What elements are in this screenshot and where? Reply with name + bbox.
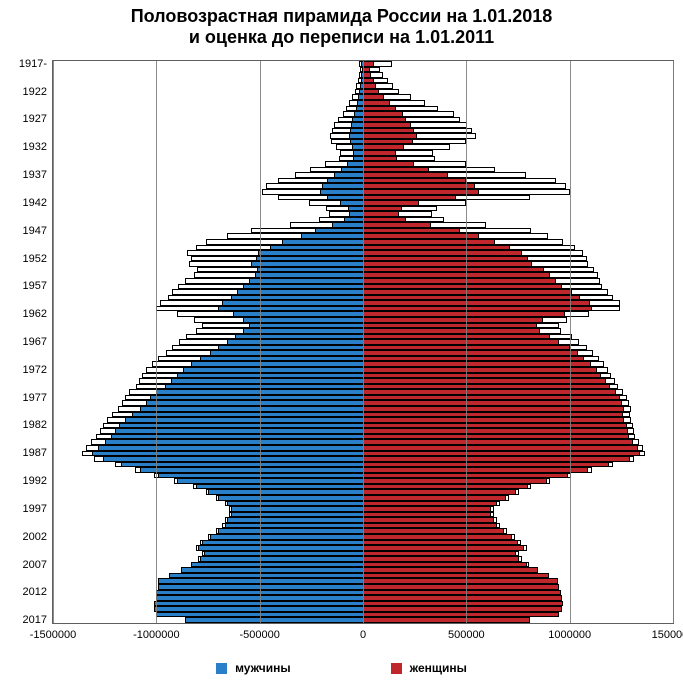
gridline xyxy=(466,61,467,623)
y-tick-label: 1957 xyxy=(23,280,53,292)
plot-area: -1500000-1000000-50000005000001000000150… xyxy=(52,60,674,624)
gridline xyxy=(363,61,364,623)
y-tick-label: 1962 xyxy=(23,308,53,320)
y-tick-label: 2012 xyxy=(23,586,53,598)
x-tick-label: 500000 xyxy=(448,623,485,641)
population-pyramid-chart: Половозрастная пирамида России на 1.01.2… xyxy=(0,0,683,683)
y-tick-label: 1952 xyxy=(23,253,53,265)
y-tick-label: 1922 xyxy=(23,86,53,98)
legend: мужчины женщины xyxy=(0,661,683,675)
y-tick-label: 1967 xyxy=(23,336,53,348)
y-tick-label: 1917- xyxy=(19,58,53,70)
y-tick-label: 1977 xyxy=(23,392,53,404)
title-line-1: Половозрастная пирамида России на 1.01.2… xyxy=(0,6,683,27)
gridline xyxy=(156,61,157,623)
x-tick-label: 1000000 xyxy=(548,623,591,641)
x-tick-label: -500000 xyxy=(239,623,279,641)
legend-male-swatch xyxy=(216,663,227,674)
y-tick-label: 1927 xyxy=(23,113,53,125)
y-tick-label: 1987 xyxy=(23,447,53,459)
bar-female-2018 xyxy=(363,617,530,623)
chart-title: Половозрастная пирамида России на 1.01.2… xyxy=(0,6,683,47)
y-tick-label: 1947 xyxy=(23,225,53,237)
y-tick-label: 1992 xyxy=(23,475,53,487)
legend-male-label: мужчины xyxy=(235,661,291,675)
legend-female: женщины xyxy=(391,661,467,675)
y-tick-label: 1937 xyxy=(23,169,53,181)
gridline xyxy=(53,61,54,623)
x-tick-label: 0 xyxy=(360,623,366,641)
y-tick-label: 1942 xyxy=(23,197,53,209)
y-tick-label: 1972 xyxy=(23,364,53,376)
y-tick-label: 1982 xyxy=(23,419,53,431)
gridline xyxy=(570,61,571,623)
title-line-2: и оценка до переписи на 1.01.2011 xyxy=(0,27,683,48)
y-tick-label: 2017 xyxy=(23,614,53,626)
x-tick-label: 1500000 xyxy=(652,623,683,641)
y-tick-label: 1932 xyxy=(23,141,53,153)
x-tick-label: -1000000 xyxy=(133,623,180,641)
y-tick-label: 2002 xyxy=(23,531,53,543)
gridline xyxy=(260,61,261,623)
legend-female-label: женщины xyxy=(410,661,467,675)
legend-male: мужчины xyxy=(216,661,291,675)
y-tick-label: 2007 xyxy=(23,559,53,571)
legend-female-swatch xyxy=(391,663,402,674)
y-tick-label: 1997 xyxy=(23,503,53,515)
gridline xyxy=(673,61,674,623)
